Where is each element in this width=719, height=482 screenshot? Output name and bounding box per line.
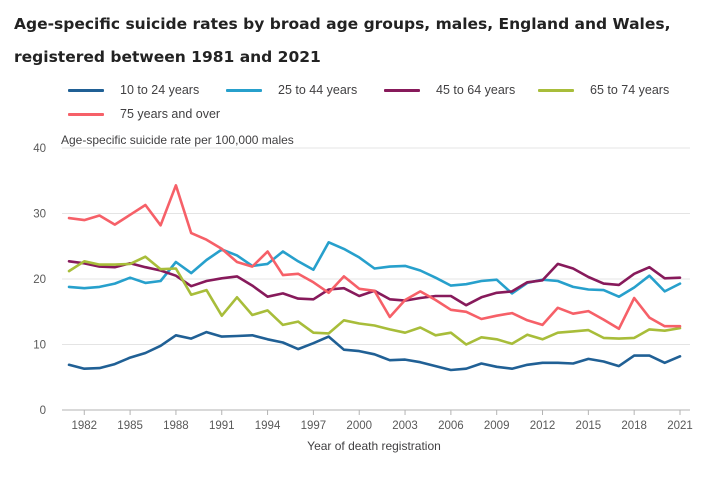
- x-tick-label-1988: 1988: [163, 420, 189, 432]
- legend-item-25-44: 25 to 44 years: [226, 80, 357, 100]
- x-tick-label-2012: 2012: [530, 420, 556, 432]
- x-tick-label-1997: 1997: [301, 420, 327, 432]
- x-tick-label-1991: 1991: [209, 420, 235, 432]
- chart-title: Age-specific suicide rates by broad age …: [14, 8, 704, 74]
- legend-label-45-64: 45 to 64 years: [436, 83, 516, 97]
- x-tick-label-2009: 2009: [484, 420, 510, 432]
- x-tick-label-2021: 2021: [667, 420, 693, 432]
- chart-title-line1: Age-specific suicide rates by broad age …: [14, 15, 671, 33]
- series-line-65-to-74-years: [67, 255, 682, 346]
- legend-swatch-25-44: [226, 88, 262, 92]
- x-tick-label-2006: 2006: [438, 420, 464, 432]
- legend-swatch-65-74: [538, 88, 574, 92]
- y-tick-label-40: 40: [33, 143, 46, 155]
- x-tick-label-2003: 2003: [392, 420, 418, 432]
- chart-title-line2: registered between 1981 and 2021: [14, 48, 321, 66]
- x-tick-label-2000: 2000: [346, 420, 372, 432]
- y-axis-ticks: 0 10 20 30 40: [33, 143, 46, 417]
- grid-lines: [62, 147, 690, 411]
- x-axis: 1982 1985 1988 1991 1994 1997 2000 2003 2006 2009…: [71, 410, 693, 432]
- y-tick-label-10: 10: [33, 340, 46, 352]
- x-tick-label-1982: 1982: [71, 420, 97, 432]
- y-tick-label-0: 0: [40, 405, 46, 417]
- legend-item-75-plus: 75 years and over: [68, 104, 220, 124]
- legend-label-65-74: 65 to 74 years: [590, 83, 670, 97]
- legend-swatch-45-64: [384, 88, 420, 92]
- series-line-10-to-24-years: [67, 330, 682, 372]
- series-line-75-years-and-over: [67, 184, 682, 331]
- legend-swatch-10-24: [68, 88, 104, 92]
- x-axis-label: Year of death registration: [307, 439, 441, 453]
- legend-label-25-44: 25 to 44 years: [278, 83, 358, 97]
- x-tick-label-1994: 1994: [255, 420, 281, 432]
- series-lines: [67, 184, 682, 372]
- x-tick-label-1985: 1985: [117, 420, 143, 432]
- legend-label-75-plus: 75 years and over: [120, 107, 221, 121]
- x-tick-label-2018: 2018: [621, 420, 647, 432]
- legend-item-65-74: 65 to 74 years: [538, 80, 669, 100]
- y-tick-label-30: 30: [33, 209, 46, 221]
- legend-label-10-24: 10 to 24 years: [120, 83, 200, 97]
- legend-swatch-75-plus: [68, 112, 104, 116]
- y-axis-label: Age-specific suicide rate per 100,000 ma…: [61, 133, 294, 147]
- y-tick-label-20: 20: [33, 274, 46, 286]
- legend-item-45-64: 45 to 64 years: [384, 80, 515, 100]
- x-tick-label-2015: 2015: [576, 420, 602, 432]
- legend-item-10-24: 10 to 24 years: [68, 80, 199, 100]
